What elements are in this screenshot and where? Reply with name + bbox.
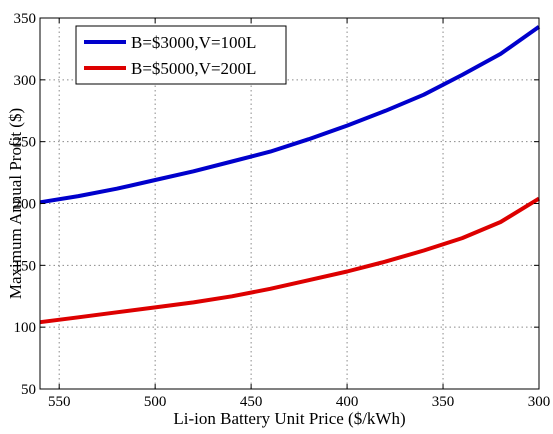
y-tick-label: 250 — [14, 135, 37, 151]
legend-box — [75, 25, 287, 85]
x-tick-label: 350 — [432, 394, 455, 410]
series-line-2 — [39, 196, 541, 325]
legend-label-2: B=$5000,V=200L — [131, 59, 256, 78]
y-tick-label: 350 — [14, 11, 37, 27]
x-tick-label: 550 — [48, 394, 71, 410]
x-tick-label: 300 — [528, 394, 551, 410]
x-tick-label: 400 — [336, 394, 359, 410]
x-axis-label: Li-ion Battery Unit Price ($/kWh) — [173, 409, 405, 428]
x-tick-label: 450 — [240, 394, 263, 410]
x-tick-label: 500 — [144, 394, 167, 410]
y-tick-label: 150 — [14, 258, 37, 274]
legend: B=$3000,V=100L B=$5000,V=200L — [75, 25, 287, 85]
series-line-1 — [39, 25, 541, 205]
y-tick-label: 100 — [14, 320, 37, 336]
legend-label-1: B=$3000,V=100L — [131, 33, 256, 52]
y-axis-label: Maximum Annual Profit ($) — [6, 108, 25, 299]
y-tick-label: 200 — [14, 197, 37, 213]
series-lines — [39, 25, 541, 325]
y-tick-label: 50 — [21, 382, 36, 398]
y-tick-label: 300 — [14, 73, 37, 89]
axis-ticks: 550 500 450 400 350 300 50 100 150 200 250 300 350 — [14, 11, 551, 410]
